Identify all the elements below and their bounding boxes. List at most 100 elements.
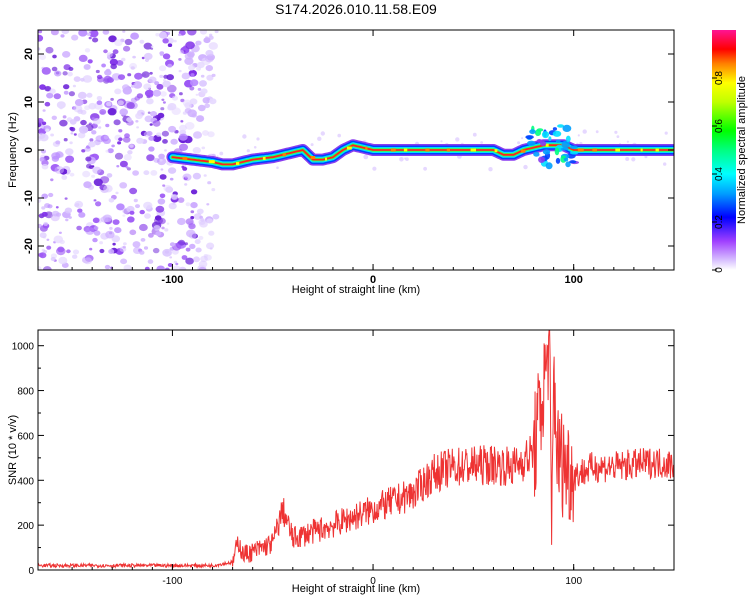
noise-blob	[118, 129, 123, 133]
noise-blob	[72, 254, 78, 259]
noise-blob	[192, 172, 201, 180]
y-tick-label: 10	[23, 96, 35, 108]
snr-y-tick-label: 600	[17, 431, 34, 442]
noise-blob	[202, 130, 209, 136]
noise-blob	[127, 73, 132, 77]
noise-blob	[59, 119, 68, 127]
noise-blob	[184, 242, 188, 246]
noise-blob	[178, 33, 182, 37]
signal-track-highlight	[208, 160, 215, 164]
noise-blob	[180, 98, 185, 103]
noise-blob	[127, 150, 133, 155]
noise-blob	[106, 173, 113, 178]
noise-blob	[196, 40, 202, 46]
noise-blob	[179, 92, 183, 96]
noise-blob	[317, 136, 322, 141]
noise-blob	[187, 54, 191, 57]
noise-blob	[141, 56, 145, 60]
noise-blob	[178, 133, 188, 141]
noise-blob	[63, 90, 69, 95]
noise-blob	[134, 72, 143, 80]
noise-blob	[88, 141, 96, 148]
noise-blob	[202, 97, 211, 104]
noise-blob	[200, 218, 205, 222]
noise-blob	[71, 34, 79, 41]
noise-blob	[614, 130, 618, 134]
noise-blob	[166, 31, 171, 35]
noise-blob	[159, 74, 164, 78]
noise-blob	[108, 35, 117, 43]
noise-blob	[59, 106, 63, 110]
noise-blob	[54, 70, 62, 77]
signal-track-highlight	[494, 149, 498, 153]
noise-blob	[68, 66, 74, 71]
noise-blob	[172, 95, 178, 101]
signal-turbulence-blob	[555, 139, 561, 143]
noise-blob	[178, 69, 182, 73]
noise-blob	[88, 36, 92, 40]
noise-blob	[182, 111, 187, 115]
noise-blob	[193, 131, 202, 139]
signal-turbulence-blob	[569, 145, 578, 149]
noise-blob	[41, 206, 46, 210]
signal-track-highlight	[470, 148, 476, 152]
noise-blob	[53, 235, 63, 244]
noise-blob	[66, 169, 71, 173]
noise-blob	[664, 131, 668, 135]
noise-blob	[488, 167, 493, 172]
noise-blob	[161, 130, 169, 137]
noise-blob	[72, 84, 76, 88]
noise-blob	[161, 98, 165, 102]
noise-blob	[242, 134, 247, 139]
noise-blob	[85, 156, 92, 162]
noise-blob	[130, 32, 140, 40]
y-tick-label: 0	[23, 147, 35, 153]
noise-blob	[197, 104, 206, 112]
noise-blob	[50, 256, 56, 262]
noise-blob	[155, 231, 162, 237]
noise-blob	[53, 93, 61, 100]
noise-blob	[104, 69, 112, 76]
y-tick-label: -10	[23, 190, 35, 206]
noise-blob	[208, 42, 218, 50]
noise-blob	[64, 207, 73, 214]
noise-blob	[119, 160, 128, 168]
signal-track	[166, 124, 674, 171]
noise-blob	[93, 230, 101, 236]
noise-blob	[189, 86, 195, 91]
noise-blob	[169, 242, 176, 247]
noise-blob	[177, 217, 186, 226]
noise-blob	[616, 135, 620, 139]
spectrogram-xlabel: Height of straight line (km)	[292, 284, 420, 296]
signal-turbulence-blob	[542, 131, 549, 139]
noise-blobs	[38, 30, 674, 270]
noise-blob	[184, 122, 195, 130]
noise-blob	[38, 223, 43, 229]
noise-blob	[148, 135, 155, 141]
signal-track-highlight	[282, 153, 287, 157]
noise-blob	[112, 49, 119, 55]
noise-blob	[159, 193, 166, 199]
signal-track-highlight	[346, 146, 352, 150]
spectrogram-ylabel: Frequency (Hz)	[7, 112, 19, 188]
noise-blob	[122, 136, 131, 143]
noise-blob	[92, 37, 99, 43]
noise-blob	[196, 66, 202, 71]
noise-blob	[178, 58, 182, 61]
noise-blob	[109, 58, 118, 66]
signal-turbulence-blob	[545, 162, 553, 170]
noise-blob	[143, 246, 149, 250]
noise-blob	[85, 227, 95, 235]
noise-blob	[65, 155, 75, 163]
colorbar-tick-label: 0.8	[714, 71, 725, 85]
noise-blob	[82, 170, 91, 178]
noise-blob	[152, 247, 160, 254]
noise-blob	[123, 45, 131, 52]
noise-blob	[521, 137, 524, 140]
noise-blob	[99, 248, 105, 254]
colorbar-tick-label: 0.6	[714, 119, 725, 133]
noise-blob	[132, 170, 140, 176]
noise-blob	[146, 131, 153, 136]
noise-blob	[154, 81, 160, 86]
noise-blob	[123, 242, 127, 246]
